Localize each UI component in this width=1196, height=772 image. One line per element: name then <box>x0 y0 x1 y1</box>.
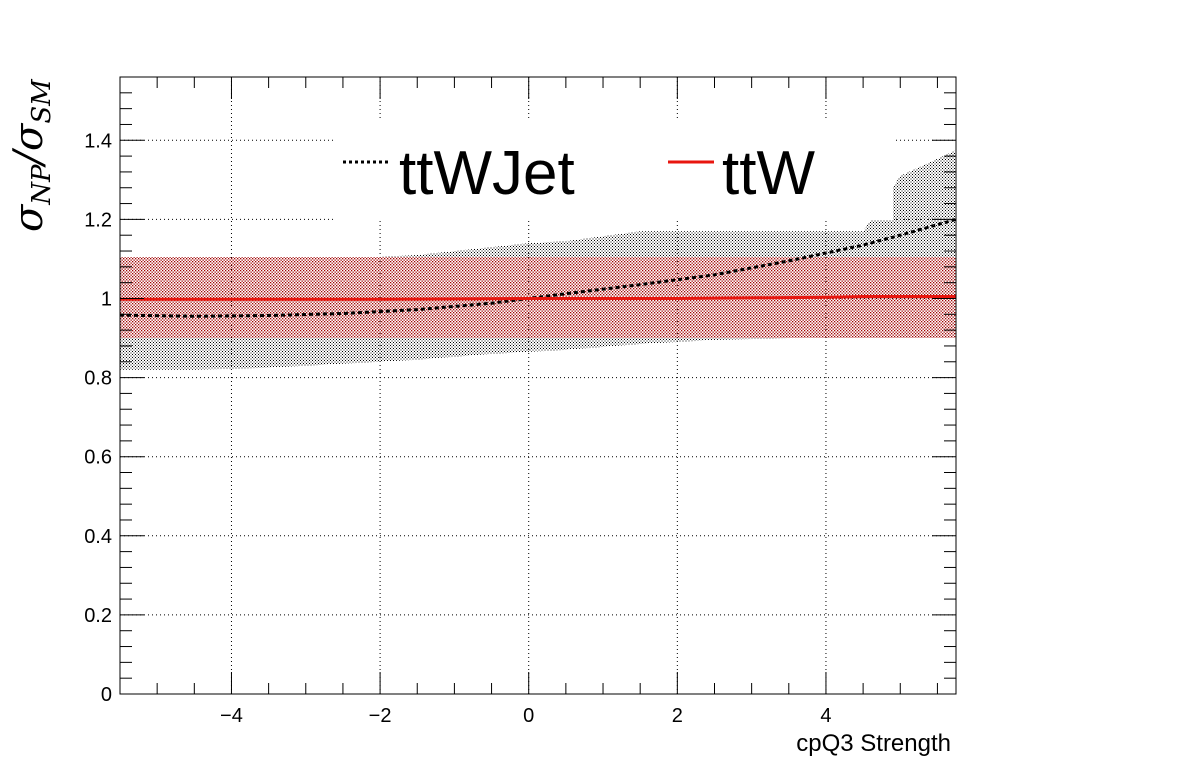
legend-background <box>333 120 893 220</box>
x-tick-label: −2 <box>369 705 392 727</box>
y-tick-label: 0.2 <box>84 605 112 627</box>
y-axis-title-slash: / <box>6 147 52 168</box>
y-tick-label: 1.2 <box>84 209 112 231</box>
y-axis-title: σNP/σSM <box>6 78 57 232</box>
series-line-ttwjet <box>119 217 957 318</box>
x-axis-title: cpQ3 Strength <box>796 730 951 757</box>
legend-label-ttw: ttW <box>722 139 815 208</box>
y-tick-label: 0.4 <box>84 526 112 548</box>
series-lines <box>119 217 957 318</box>
x-tick-label: 0 <box>523 705 534 727</box>
y-tick-label: 1 <box>101 288 112 310</box>
y-tick-label: 0.8 <box>84 368 112 390</box>
y-axis-title-symbol-2: σ <box>6 122 52 151</box>
series-line-ttw <box>120 295 956 301</box>
axis-ticks <box>119 76 956 695</box>
legend-label-ttwjet: ttWJet <box>399 139 575 208</box>
y-axis-title-symbol: σ <box>6 203 52 232</box>
plot-frame <box>119 76 957 695</box>
x-tick-label: −4 <box>220 705 243 727</box>
y-tick-label: 1.4 <box>84 130 112 152</box>
x-tick-label: 2 <box>672 705 683 727</box>
y-axis-title-sub-denominator: SM <box>27 78 57 124</box>
x-tick-label: 4 <box>820 705 831 727</box>
x-tick-labels: −4 −2 0 2 4 <box>220 705 831 727</box>
y-tick-label: 0 <box>101 684 112 706</box>
y-tick-labels: 0 0.2 0.4 0.6 0.8 1 1.2 1.4 <box>84 130 112 706</box>
legend: ttWJet ttW <box>333 120 893 220</box>
y-axis-title-sub-numerator: NP <box>27 164 57 206</box>
y-tick-label: 0.6 <box>84 447 112 469</box>
